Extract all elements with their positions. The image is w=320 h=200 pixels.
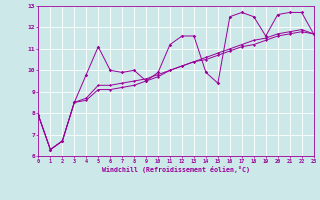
X-axis label: Windchill (Refroidissement éolien,°C): Windchill (Refroidissement éolien,°C) (102, 166, 250, 173)
